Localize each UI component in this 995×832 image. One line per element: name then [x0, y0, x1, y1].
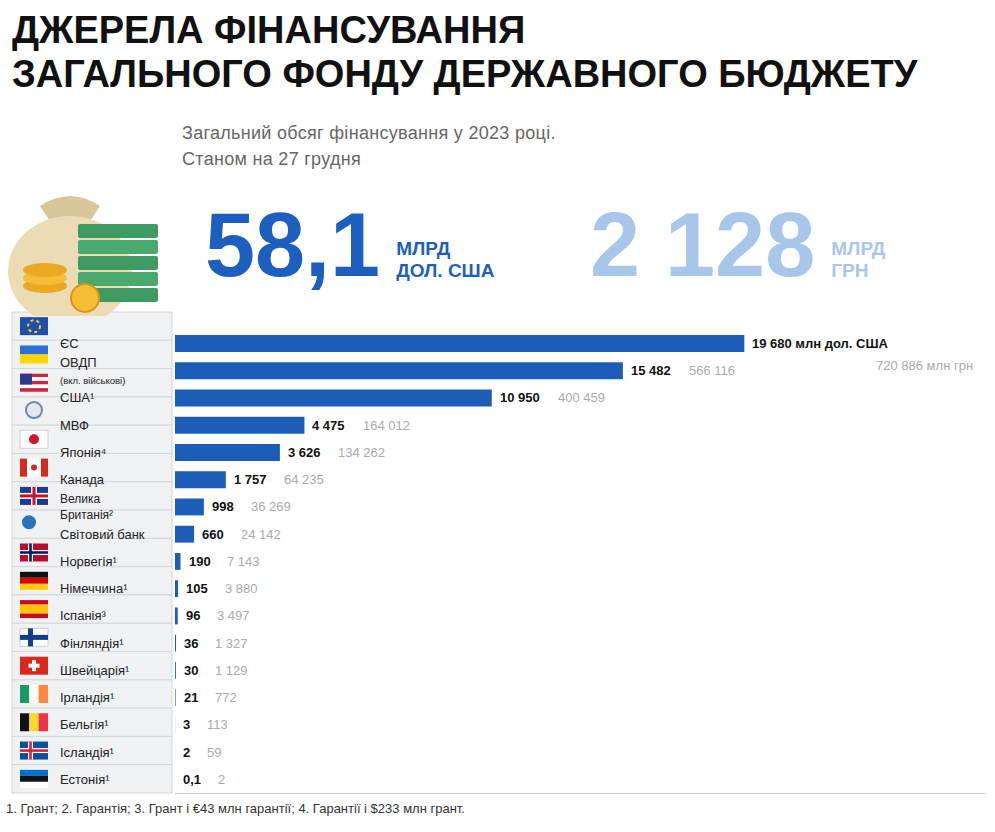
html-text:Загальний обсяг фінансування у: Загальний обсяг фінансування у 2023 році…	[182, 123, 556, 143]
svg-text:400 459: 400 459	[558, 390, 605, 405]
svg-text:3 626: 3 626	[288, 445, 321, 460]
svg-text:Швейцарія¹: Швейцарія¹	[60, 663, 130, 678]
svg-text:96: 96	[186, 608, 200, 623]
svg-text:2: 2	[218, 772, 225, 787]
svg-text:36 269: 36 269	[251, 499, 291, 514]
svg-text:Фінляндія¹: Фінляндія¹	[60, 636, 124, 651]
svg-text:ВеликаБританія²: ВеликаБританія²	[60, 492, 113, 522]
svg-text:ЄС: ЄС	[60, 336, 79, 351]
svg-text:1 129: 1 129	[215, 663, 248, 678]
svg-text:10 950: 10 950	[500, 390, 540, 405]
html-text:ДОЛ. США: ДОЛ. США	[396, 260, 495, 281]
svg-text:ОВДП(вкл. військові): ОВДП(вкл. військові)	[60, 355, 125, 386]
svg-text:Світовий банк: Світовий банк	[60, 527, 145, 542]
svg-text:4 475: 4 475	[312, 418, 345, 433]
svg-text:24 142: 24 142	[241, 527, 281, 542]
svg-text:Ірландія¹: Ірландія¹	[60, 690, 115, 705]
svg-text:3 880: 3 880	[225, 581, 258, 596]
svg-text:720 886 млн грн: 720 886 млн грн	[876, 358, 973, 373]
html-text:МЛРД: МЛРД	[831, 238, 886, 259]
svg-text:113: 113	[207, 717, 228, 732]
svg-text:Бельгія¹: Бельгія¹	[60, 717, 109, 732]
svg-text:30: 30	[184, 663, 198, 678]
svg-text:Ісландія¹: Ісландія¹	[60, 745, 115, 760]
svg-text:36: 36	[184, 636, 198, 651]
svg-text:1 327: 1 327	[215, 636, 248, 651]
svg-text:164 012: 164 012	[363, 418, 410, 433]
svg-text:1 757: 1 757	[234, 472, 267, 487]
svg-text:Німеччина¹: Німеччина¹	[60, 581, 128, 596]
svg-text:Естонія¹: Естонія¹	[60, 772, 110, 787]
html-text:МЛРД: МЛРД	[396, 238, 451, 259]
svg-text:Японія⁴: Японія⁴	[60, 445, 106, 460]
svg-text:Іспанія³: Іспанія³	[60, 608, 106, 623]
svg-text:7 143: 7 143	[227, 554, 260, 569]
html-text:ГРН: ГРН	[831, 260, 869, 281]
html-text:ЗАГАЛЬНОГО ФОНДУ ДЕРЖАВНОГО БЮ: ЗАГАЛЬНОГО ФОНДУ ДЕРЖАВНОГО БЮДЖЕТУ	[12, 53, 918, 95]
html-text:Станом на 27 грудня: Станом на 27 грудня	[182, 149, 361, 169]
html-text:58,1: 58,1	[205, 195, 381, 295]
svg-text:190: 190	[189, 554, 211, 569]
svg-text:3: 3	[183, 717, 190, 732]
svg-text:998: 998	[212, 499, 234, 514]
svg-text:134 262: 134 262	[338, 445, 385, 460]
html-text:1. Грант; 2. Гарантія; 3. Гран: 1. Грант; 2. Гарантія; 3. Грант і €43 мл…	[6, 801, 465, 816]
svg-text:105: 105	[186, 581, 208, 596]
svg-text:64 235: 64 235	[284, 472, 324, 487]
svg-text:15 482: 15 482	[631, 363, 671, 378]
svg-text:19 680 млн дол. США: 19 680 млн дол. США	[752, 336, 889, 351]
svg-text:Канада: Канада	[60, 472, 105, 487]
svg-text:США¹: США¹	[60, 390, 95, 405]
svg-text:59: 59	[207, 745, 221, 760]
html-text:ДЖЕРЕЛА ФІНАНСУВАННЯ: ДЖЕРЕЛА ФІНАНСУВАННЯ	[12, 9, 526, 51]
svg-text:МВФ: МВФ	[60, 418, 89, 433]
svg-text:0,1: 0,1	[183, 772, 201, 787]
svg-text:2: 2	[183, 745, 190, 760]
svg-text:772: 772	[215, 690, 237, 705]
svg-text:21: 21	[184, 690, 198, 705]
html-text:2 128: 2 128	[590, 195, 816, 295]
svg-text:566 116: 566 116	[689, 363, 735, 378]
svg-text:3 497: 3 497	[217, 608, 250, 623]
svg-text:660: 660	[202, 527, 224, 542]
svg-text:Норвегія¹: Норвегія¹	[60, 554, 118, 569]
